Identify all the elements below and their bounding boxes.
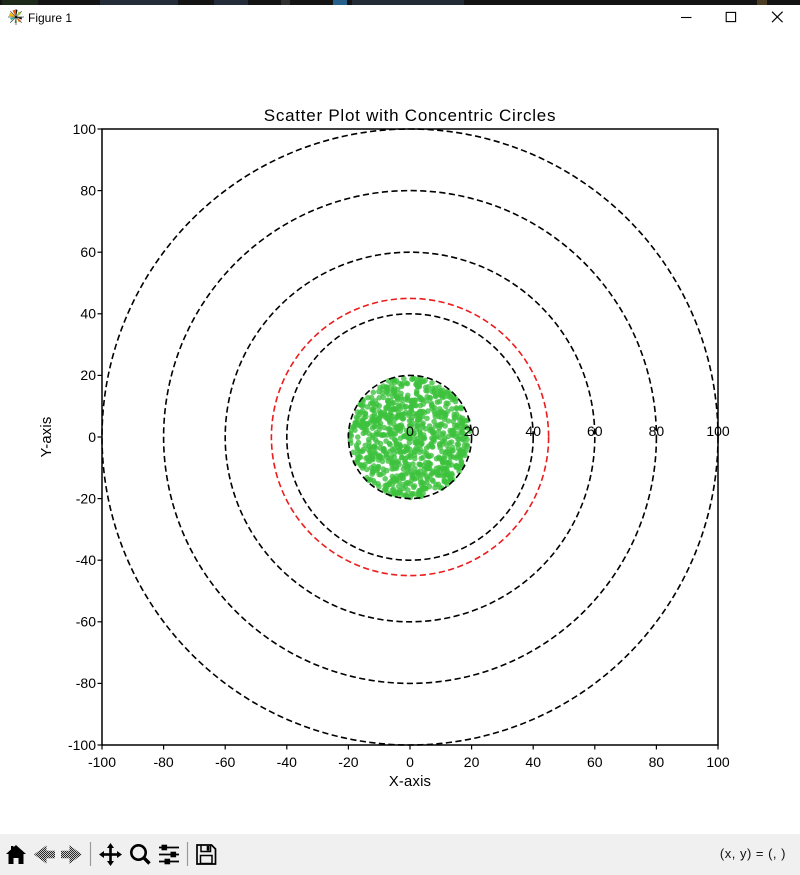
svg-text:60: 60 <box>80 244 96 260</box>
svg-text:60: 60 <box>587 423 603 439</box>
svg-text:20: 20 <box>464 423 480 439</box>
svg-text:80: 80 <box>649 423 665 439</box>
svg-text:-40: -40 <box>277 754 297 770</box>
svg-text:-60: -60 <box>215 754 235 770</box>
svg-text:X-axis: X-axis <box>389 774 431 790</box>
svg-text:0: 0 <box>88 429 96 445</box>
svg-text:-60: -60 <box>76 614 96 630</box>
svg-text:0: 0 <box>406 423 414 439</box>
svg-text:Scatter Plot with Concentric C: Scatter Plot with Concentric Circles <box>264 106 556 125</box>
svg-text:Y-axis: Y-axis <box>39 417 55 458</box>
svg-text:-80: -80 <box>76 675 96 691</box>
svg-text:20: 20 <box>464 754 480 770</box>
svg-text:80: 80 <box>649 754 665 770</box>
svg-text:100: 100 <box>73 121 97 137</box>
svg-text:-20: -20 <box>76 490 96 506</box>
svg-text:40: 40 <box>525 423 541 439</box>
svg-text:80: 80 <box>80 182 96 198</box>
svg-text:20: 20 <box>80 367 96 383</box>
svg-text:100: 100 <box>706 754 730 770</box>
svg-text:40: 40 <box>80 306 96 322</box>
svg-text:60: 60 <box>587 754 603 770</box>
svg-text:-20: -20 <box>338 754 358 770</box>
svg-text:-100: -100 <box>68 737 96 753</box>
svg-text:40: 40 <box>525 754 541 770</box>
svg-text:-80: -80 <box>153 754 173 770</box>
svg-text:-40: -40 <box>76 552 96 568</box>
svg-text:-100: -100 <box>88 754 116 770</box>
svg-text:100: 100 <box>706 423 730 439</box>
svg-text:0: 0 <box>406 754 414 770</box>
